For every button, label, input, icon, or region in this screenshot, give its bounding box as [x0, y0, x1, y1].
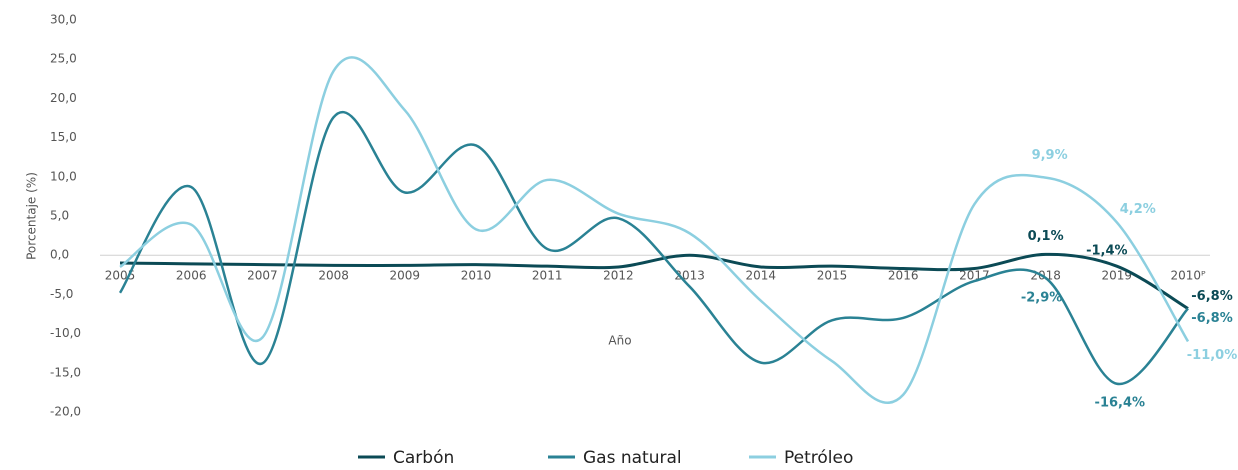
y-tick-label: 0,0 [50, 248, 69, 262]
x-tick-label: 2007 [247, 269, 278, 283]
y-tick-label: -20,0 [50, 405, 81, 419]
data-label: 4,2% [1120, 202, 1156, 217]
y-tick-label: 10,0 [50, 169, 77, 183]
series-line [119, 252, 1189, 310]
y-tick-label: 5,0 [50, 209, 69, 223]
x-tick-label: 2006 [176, 269, 207, 283]
y-tick-label: 15,0 [50, 130, 77, 144]
series-line [119, 56, 1190, 404]
x-tick-label: 2010ᴾ [1170, 269, 1206, 283]
x-tick-label: 2012 [603, 269, 634, 283]
series-line [118, 111, 1189, 386]
x-tick-label: 2010 [461, 269, 492, 283]
x-tick-label: 2011 [532, 269, 563, 283]
data-label: -6,8% [1191, 289, 1232, 304]
y-tick-label: 20,0 [50, 91, 77, 105]
legend-label: Carbón [393, 448, 454, 468]
y-tick-label: 30,0 [50, 13, 77, 27]
data-label: -11,0% [1187, 348, 1238, 363]
data-label: -6,8% [1191, 311, 1232, 326]
x-tick-label: 2019 [1102, 269, 1133, 283]
legend-label: Gas natural [583, 448, 682, 468]
legend-label: Petróleo [784, 448, 853, 468]
data-label: -16,4% [1095, 395, 1146, 410]
data-label: 0,1% [1028, 229, 1064, 244]
y-axis-label: Porcentaje (%) [25, 172, 39, 260]
x-tick-label: 2018 [1030, 269, 1061, 283]
x-tick-label: 2009 [390, 269, 421, 283]
x-axis-label: Año [608, 334, 631, 348]
y-tick-label: 25,0 [50, 52, 77, 66]
data-label: -2,9% [1021, 290, 1062, 305]
data-label: -1,4% [1086, 244, 1127, 259]
y-tick-label: -10,0 [50, 326, 81, 340]
x-tick-label: 2016 [888, 269, 919, 283]
x-tick-label: 2015 [817, 269, 848, 283]
data-label: 9,9% [1032, 148, 1068, 163]
y-tick-label: -15,0 [50, 365, 81, 379]
x-tick-label: 2014 [746, 269, 777, 283]
x-tick-label: 2008 [318, 269, 349, 283]
y-tick-label: -5,0 [50, 287, 73, 301]
